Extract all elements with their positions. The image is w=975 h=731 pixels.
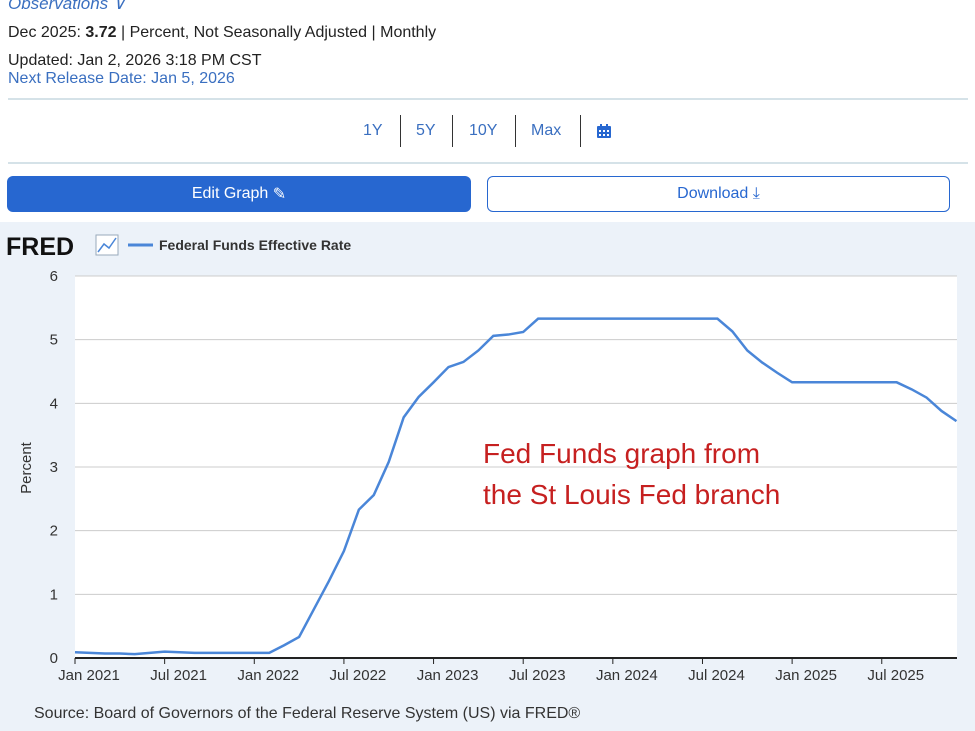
divider [400, 115, 401, 147]
download-icon: ⤓ [752, 185, 760, 202]
range-max[interactable]: Max [531, 122, 562, 139]
divider [8, 98, 968, 100]
download-button[interactable]: Download ⤓ [487, 176, 950, 212]
edit-graph-label: Edit Graph [191, 185, 269, 202]
x-tick-label: Jan 2022 [237, 667, 299, 684]
x-tick-label: Jan 2025 [775, 667, 837, 684]
y-tick-label: 5 [50, 332, 58, 349]
y-axis-label: Percent [18, 441, 35, 494]
x-tick-label: Jul 2022 [330, 667, 387, 684]
series-line [74, 317, 958, 656]
source-text: Source: Board of Governors of the Federa… [34, 705, 580, 722]
annotation-line-1: Fed Funds graph from [483, 438, 760, 469]
divider [8, 162, 968, 164]
divider [515, 115, 516, 147]
latest-observation: Dec 2025: 3.72 | Percent, Not Seasonally… [8, 24, 436, 42]
y-tick-label: 4 [50, 395, 58, 412]
x-tick-label: Jul 2021 [150, 667, 207, 684]
x-tick-label: Jul 2023 [509, 667, 566, 684]
divider [580, 115, 581, 147]
x-tick-label: Jan 2021 [58, 667, 120, 684]
legend-label: Federal Funds Effective Rate [159, 237, 351, 253]
chart-line-icon [95, 234, 119, 256]
x-tick-label: Jul 2024 [688, 667, 745, 684]
download-label: Download [677, 185, 749, 202]
x-tick-label: Jan 2023 [417, 667, 479, 684]
y-tick-label: 6 [50, 268, 58, 285]
fred-logo: FRED [6, 233, 74, 261]
edit-graph-button[interactable]: Edit Graph ✎ [7, 176, 471, 212]
obs-units: | Percent, Not Seasonally Adjusted | Mon… [120, 24, 437, 41]
edit-icon: ✎ [272, 186, 287, 203]
annotation-line-2: the St Louis Fed branch [483, 479, 780, 510]
x-tick-label: Jul 2025 [867, 667, 924, 684]
next-release-link[interactable]: Next Release Date: Jan 5, 2026 [8, 70, 235, 87]
range-1y[interactable]: 1Y [363, 122, 383, 139]
range-5y[interactable]: 5Y [416, 122, 436, 139]
updated-text: Updated: Jan 2, 2026 3:18 PM CST [8, 52, 262, 69]
divider [452, 115, 453, 147]
y-tick-label: 2 [50, 523, 58, 540]
calendar-icon[interactable] [596, 115, 612, 147]
x-tick-label: Jan 2024 [596, 667, 658, 684]
obs-date: Dec 2025: [8, 24, 81, 41]
y-tick-label: 3 [50, 459, 58, 476]
y-tick-label: 0 [50, 650, 58, 667]
obs-value: 3.72 [85, 24, 117, 41]
y-tick-label: 1 [50, 586, 58, 603]
observations-toggle[interactable]: Observations ∨ [8, 0, 126, 13]
range-10y[interactable]: 10Y [469, 122, 498, 139]
